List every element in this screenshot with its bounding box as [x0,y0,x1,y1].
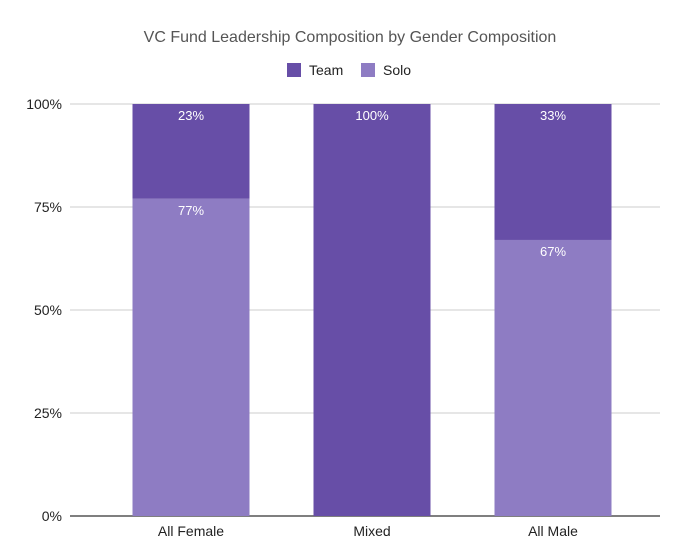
data-label: 23% [178,108,204,123]
legend-label-team: Team [309,62,343,78]
x-tick-label: Mixed [353,523,390,539]
y-tick-label: 50% [34,302,62,318]
data-label: 77% [178,203,204,218]
chart-title: VC Fund Leadership Composition by Gender… [144,29,557,46]
x-axis: All Female Mixed All Male [158,523,578,539]
y-tick-label: 25% [34,405,62,421]
bar-team-all-female [132,104,250,199]
data-label: 67% [540,244,566,259]
data-labels: 77% 23% 100% 67% 33% [178,108,566,259]
data-label: 100% [355,108,389,123]
data-label: 33% [540,108,566,123]
bars [132,104,612,516]
y-tick-label: 75% [34,199,62,215]
y-tick-label: 100% [26,96,62,112]
legend: Team Solo [287,62,411,78]
y-axis: 0% 25% 50% 75% 100% [26,96,62,524]
bar-solo-all-female [132,198,250,516]
x-tick-label: All Male [528,523,578,539]
bar-team-all-male [494,104,612,240]
legend-swatch-team [287,63,301,77]
x-tick-label: All Female [158,523,224,539]
bar-team-mixed [313,104,431,516]
legend-swatch-solo [361,63,375,77]
legend-label-solo: Solo [383,62,411,78]
y-tick-label: 0% [42,508,62,524]
bar-solo-all-male [494,239,612,516]
